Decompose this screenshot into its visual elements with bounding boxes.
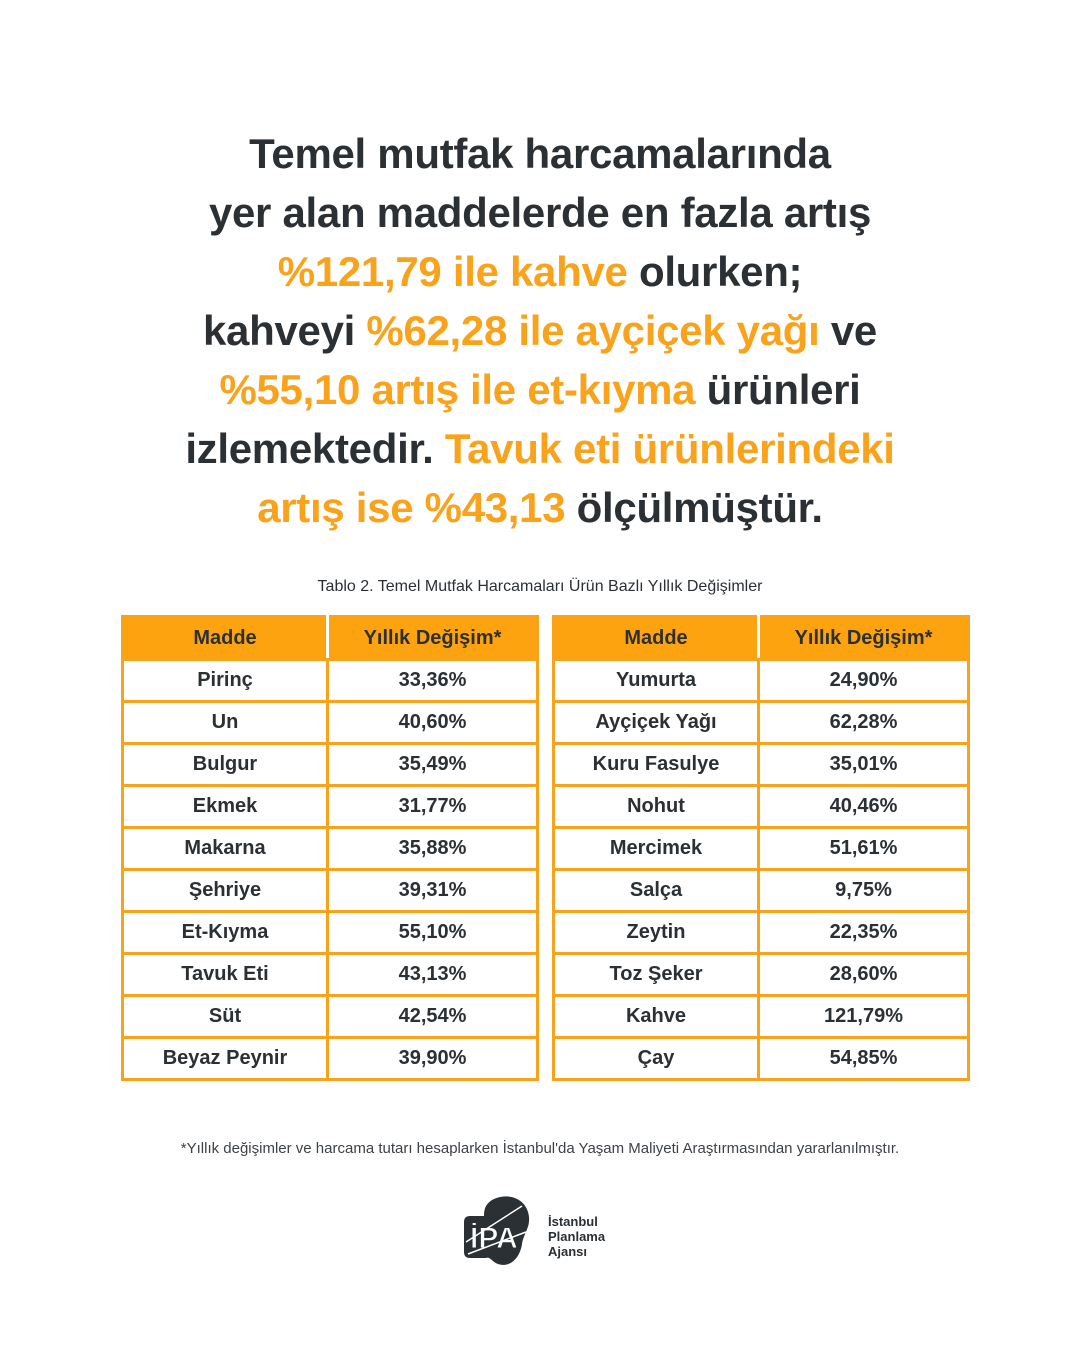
annual-change-cell: 24,90% [757, 658, 970, 703]
table-row: Makarna 35,88% [121, 826, 539, 871]
logo-line-planlama: Planlama [548, 1229, 606, 1244]
annual-change-cell: 40,60% [326, 700, 539, 745]
annual-change-cell: 121,79% [757, 994, 970, 1039]
item-name-cell: Beyaz Peynir [121, 1036, 329, 1081]
annual-change-cell: 62,28% [757, 700, 970, 745]
annual-change-cell: 28,60% [757, 952, 970, 997]
column-header-madde: Madde [552, 615, 760, 661]
headline-line: yer alan maddelerde en fazla artış [0, 183, 1080, 242]
highlight-text: artış ise %43,13 [257, 484, 566, 531]
annual-change-cell: 35,88% [326, 826, 539, 871]
right-table: Madde Yıllık Değişim* Yumurta 24,90% Ayçiç… [552, 615, 970, 1081]
headline-line: kahveyi %62,28 ile ayçiçek yağı ve [0, 301, 1080, 360]
annual-change-cell: 54,85% [757, 1036, 970, 1081]
item-name-cell: Tavuk Eti [121, 952, 329, 997]
annual-change-cell: 35,49% [326, 742, 539, 787]
headline-text: yer alan maddelerde en fazla artış [208, 189, 872, 236]
annual-change-cell: 33,36% [326, 658, 539, 703]
item-name-cell: Salça [552, 868, 760, 913]
table-row: Çay 54,85% [552, 1036, 970, 1081]
highlight-text: %55,10 artış ile et-kıyma [219, 366, 696, 413]
footnote: *Yıllık değişimler ve harcama tutarı hes… [180, 1140, 900, 1157]
table-row: Et-Kıyma 55,10% [121, 910, 539, 955]
headline-text: ölçülmüştür. [565, 484, 823, 531]
column-header-yillik-degisim: Yıllık Değişim* [326, 615, 539, 661]
table-row: Beyaz Peynir 39,90% [121, 1036, 539, 1081]
item-name-cell: Toz Şeker [552, 952, 760, 997]
highlight-text: %62,28 ile ayçiçek yağı [366, 307, 820, 354]
table-row: Nohut 40,46% [552, 784, 970, 829]
highlight-text: Tavuk eti ürünlerindeki [444, 425, 895, 472]
annual-change-cell: 40,46% [757, 784, 970, 829]
table-row: Mercimek 51,61% [552, 826, 970, 871]
item-name-cell: Kuru Fasulye [552, 742, 760, 787]
item-name-cell: Pirinç [121, 658, 329, 703]
headline-line: %121,79 ile kahve olurken; [0, 242, 1080, 301]
table-row: Süt 42,54% [121, 994, 539, 1039]
item-name-cell: Un [121, 700, 329, 745]
headline-text: kahveyi [202, 307, 367, 354]
annual-change-cell: 31,77% [326, 784, 539, 829]
table-row: Ayçiçek Yağı 62,28% [552, 700, 970, 745]
annual-change-cell: 39,31% [326, 868, 539, 913]
annual-change-cell: 55,10% [326, 910, 539, 955]
annual-change-cell: 51,61% [757, 826, 970, 871]
headline-line: artış ise %43,13 ölçülmüştür. [0, 478, 1080, 537]
table-row: Pirinç 33,36% [121, 658, 539, 703]
column-header-madde: Madde [121, 615, 329, 661]
table-header-row: Madde Yıllık Değişim* [121, 615, 539, 661]
item-name-cell: Ekmek [121, 784, 329, 829]
headline-text: ve [819, 307, 877, 354]
item-name-cell: Zeytin [552, 910, 760, 955]
logo-line-ajansi: Ajansı [548, 1244, 588, 1259]
column-header-yillik-degisim: Yıllık Değişim* [757, 615, 970, 661]
item-name-cell: Mercimek [552, 826, 760, 871]
headline-line: Temel mutfak harcamalarında [0, 124, 1080, 183]
annual-change-cell: 9,75% [757, 868, 970, 913]
headline-text: Temel mutfak harcamalarında [249, 130, 831, 177]
item-name-cell: Süt [121, 994, 329, 1039]
annual-change-cell: 43,13% [326, 952, 539, 997]
table-caption: Tablo 2. Temel Mutfak Harcamaları Ürün B… [317, 578, 763, 595]
table-row: Ekmek 31,77% [121, 784, 539, 829]
headline-text: olurken; [627, 248, 803, 295]
table-row: Kuru Fasulye 35,01% [552, 742, 970, 787]
headline-text: ürünleri [695, 366, 861, 413]
table-row: Kahve 121,79% [552, 994, 970, 1039]
annual-change-cell: 35,01% [757, 742, 970, 787]
table-row: Toz Şeker 28,60% [552, 952, 970, 997]
item-name-cell: Yumurta [552, 658, 760, 703]
ipa-logo-mark-icon: İPA [464, 1196, 530, 1265]
annual-change-cell: 42,54% [326, 994, 539, 1039]
highlight-text: %121,79 ile kahve [277, 248, 628, 295]
headline-line: %55,10 artış ile et-kıyma ürünleri [0, 360, 1080, 419]
item-name-cell: Ayçiçek Yağı [552, 700, 760, 745]
table-row: Salça 9,75% [552, 868, 970, 913]
headline: Temel mutfak harcamalarında yer alan madd… [0, 124, 1080, 537]
item-name-cell: Çay [552, 1036, 760, 1081]
table-row: Tavuk Eti 43,13% [121, 952, 539, 997]
table-header-row: Madde Yıllık Değişim* [552, 615, 970, 661]
left-table: Madde Yıllık Değişim* Pirinç 33,36% Un 40,6… [121, 615, 539, 1081]
table-row: Bulgur 35,49% [121, 742, 539, 787]
logo-line-istanbul: İstanbul [548, 1214, 598, 1229]
item-name-cell: Et-Kıyma [121, 910, 329, 955]
headline-text: izlemektedir. [185, 425, 445, 472]
table-row: Zeytin 22,35% [552, 910, 970, 955]
table-row: Şehriye 39,31% [121, 868, 539, 913]
annual-change-cell: 39,90% [326, 1036, 539, 1081]
item-name-cell: Şehriye [121, 868, 329, 913]
item-name-cell: Nohut [552, 784, 760, 829]
logo-text: İstanbul Planlama Ajansı [548, 1214, 605, 1259]
item-name-cell: Bulgur [121, 742, 329, 787]
table-row: Un 40,60% [121, 700, 539, 745]
item-name-cell: Makarna [121, 826, 329, 871]
annual-change-cell: 22,35% [757, 910, 970, 955]
item-name-cell: Kahve [552, 994, 760, 1039]
headline-line: izlemektedir. Tavuk eti ürünlerindeki [0, 419, 1080, 478]
table-row: Yumurta 24,90% [552, 658, 970, 703]
